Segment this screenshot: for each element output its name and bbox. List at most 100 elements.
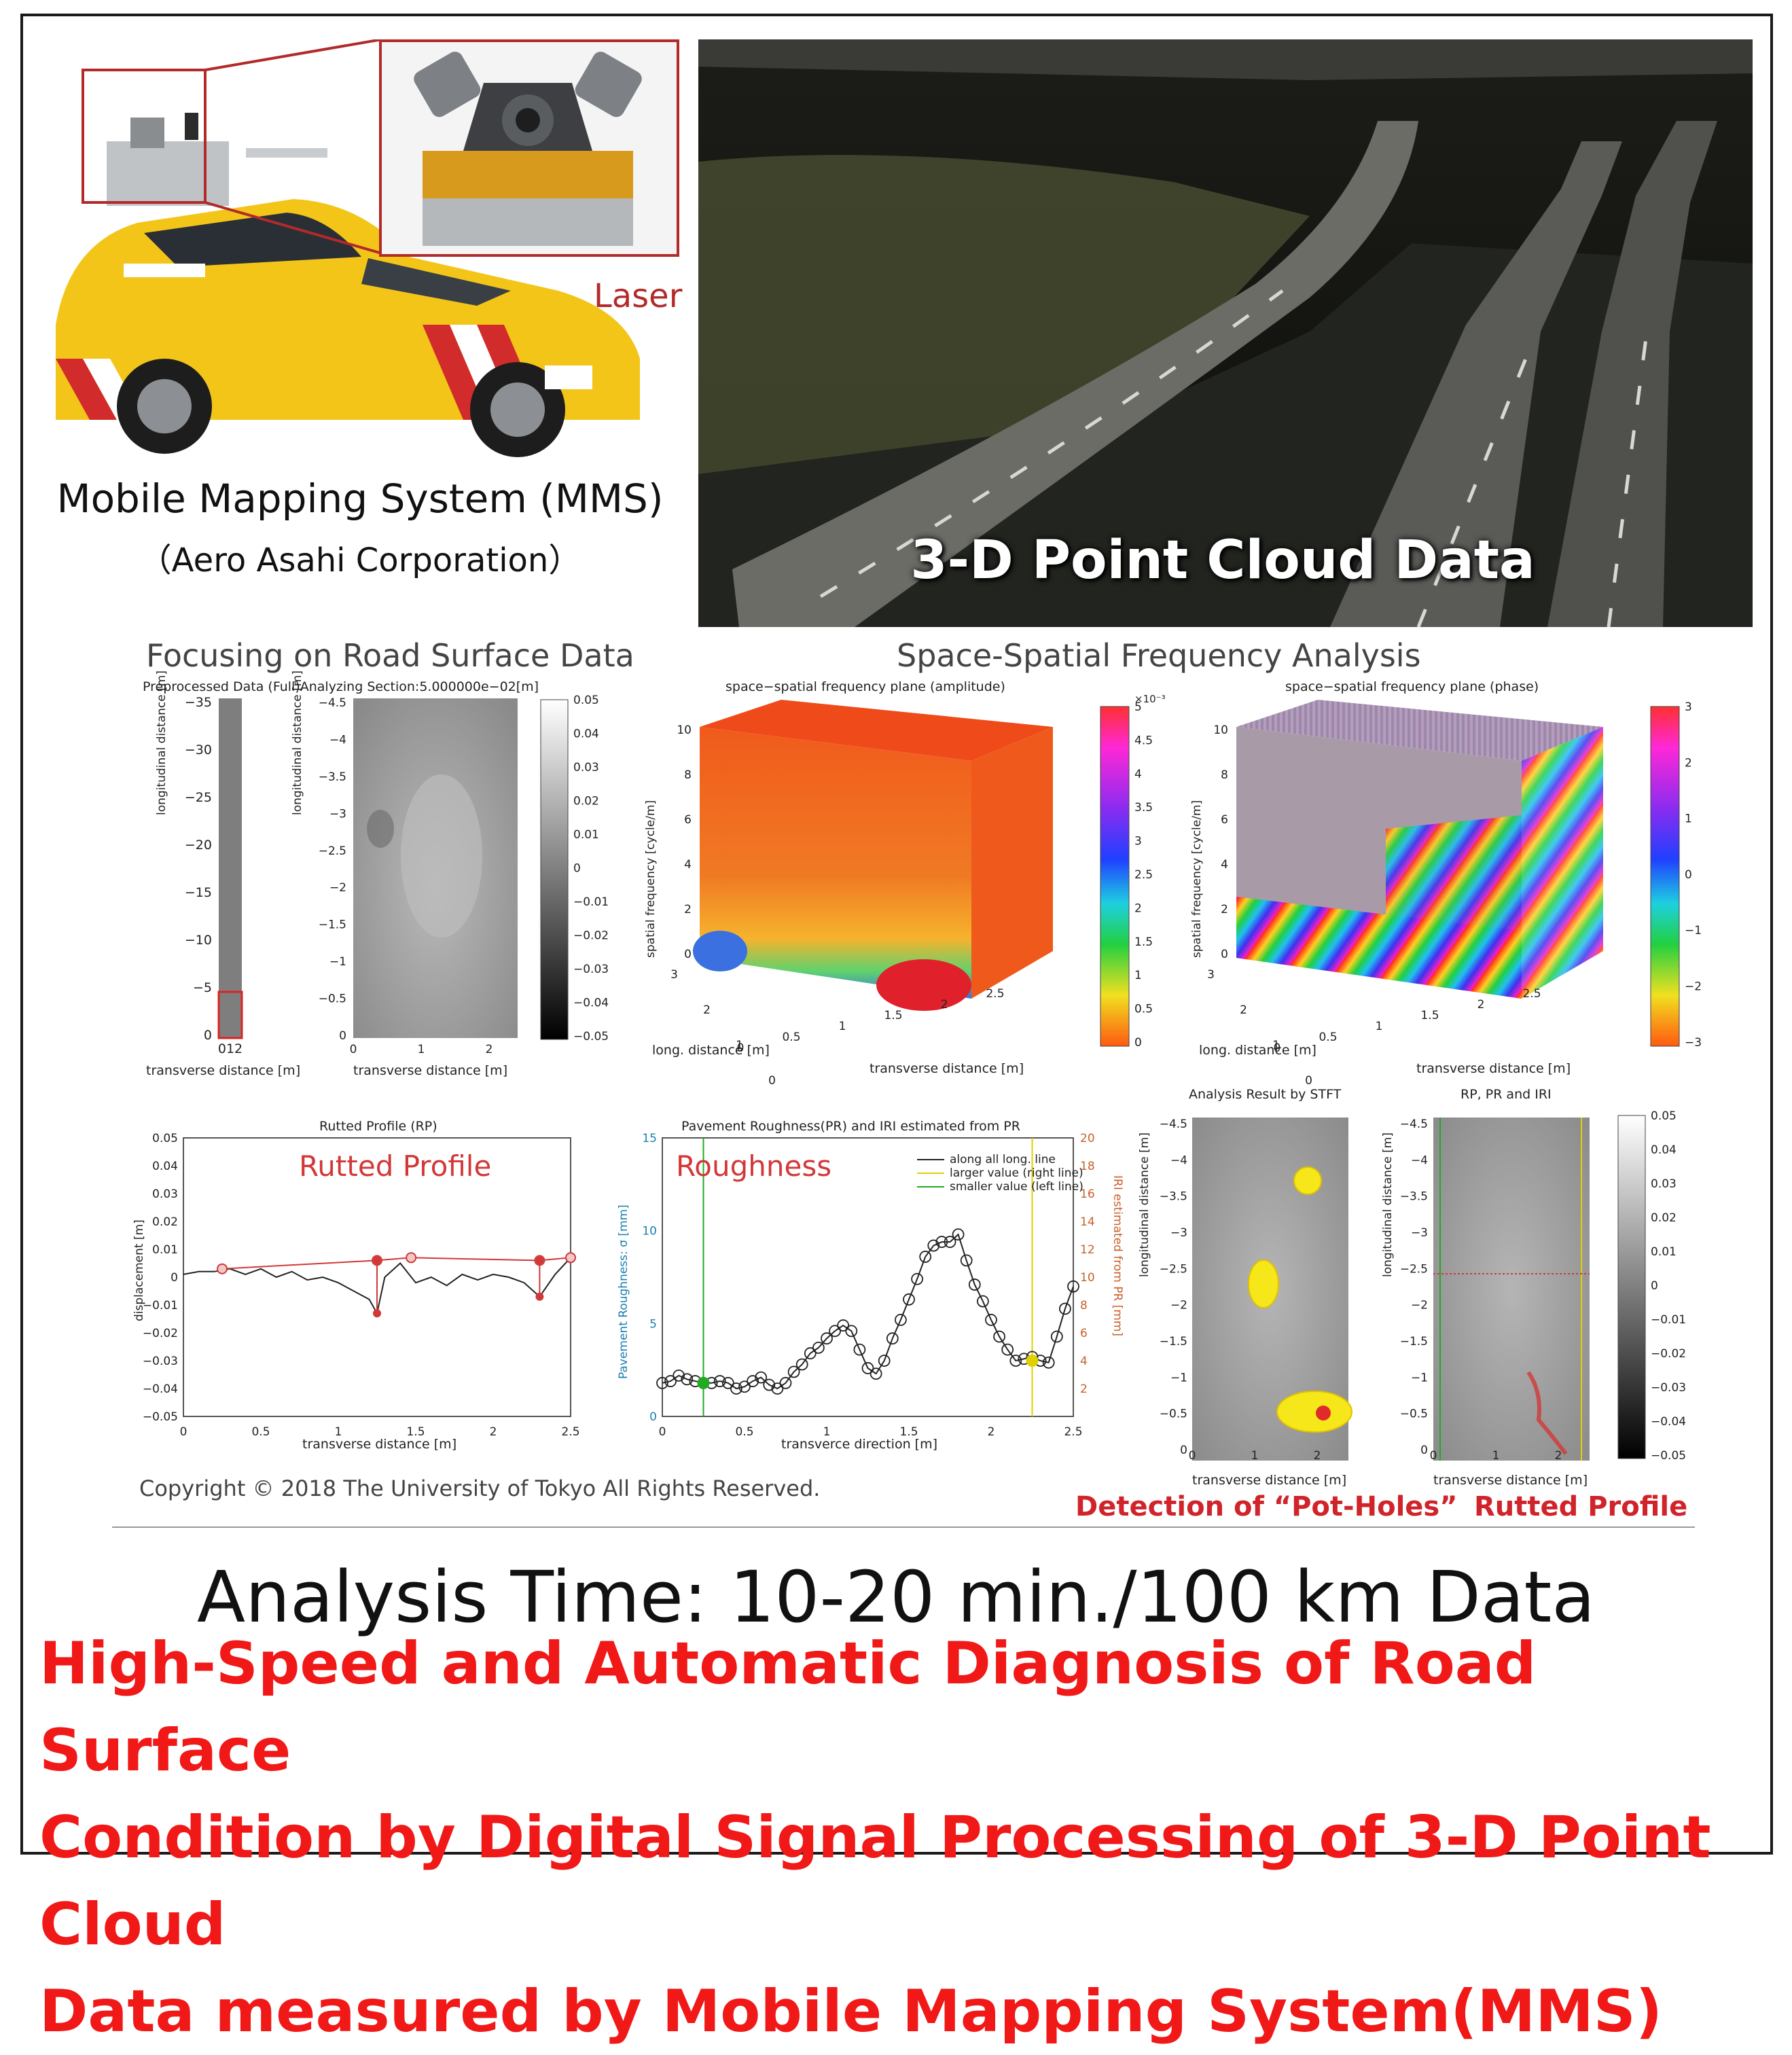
stft-y-tick: 0 [1180, 1444, 1187, 1457]
amp-colorbar-tick: 3 [1134, 835, 1142, 848]
headline-line-2: Condition by Digital Signal Processing o… [39, 1804, 1711, 1959]
roughness-y2-tick: 6 [1080, 1327, 1088, 1340]
roughness-point [1050, 1330, 1063, 1343]
amp-long-tick: 1 [736, 1039, 743, 1052]
roughness-point [664, 1375, 677, 1387]
amp-colorbar-tick: 5 [1134, 700, 1142, 714]
roughness-point [861, 1362, 874, 1374]
stft-transverse-axis: transverse distance [m] [1192, 1473, 1347, 1488]
roughness-y2-tick: 10 [1080, 1271, 1095, 1285]
roughness-y2-tick: 12 [1080, 1243, 1095, 1257]
rutted-y-tick: 0.03 [152, 1187, 178, 1201]
phase-z-tick: 0 [1221, 948, 1228, 961]
roughness-y2-tick: 8 [1080, 1299, 1088, 1312]
amp-trans-tick: 1 [839, 1020, 846, 1033]
laser-scanner-illustration [414, 52, 642, 246]
amplitude-colorbar [1100, 706, 1130, 1047]
pothole-max-marker [1316, 1406, 1331, 1420]
analysis-time: Analysis Time: 10-20 min./100 km Data [196, 1556, 1596, 1639]
roughness-y2-tick: 4 [1080, 1355, 1088, 1368]
amp-trans-tick: 2 [941, 998, 948, 1012]
pothole-detections [1248, 1166, 1352, 1433]
roughness-point [1009, 1355, 1022, 1367]
section-y-tick: −3.5 [319, 770, 346, 784]
stft-y-tick: −0.5 [1160, 1408, 1187, 1421]
rutted-y-tick: 0.01 [152, 1243, 178, 1257]
amp-z-tick: 6 [684, 813, 692, 827]
rp-y-tick: −3.5 [1400, 1190, 1428, 1204]
amp-colorbar-tick: 4.5 [1134, 734, 1153, 747]
amp-transverse-axis: transverse distance [m] [870, 1061, 1024, 1076]
rutted-envelope-point [565, 1252, 576, 1264]
rutted-envelope-point [217, 1263, 228, 1274]
rp-x-tick: 0 [1430, 1449, 1437, 1461]
roughness-point [837, 1319, 850, 1332]
phase-trans-tick: 0 [1274, 1041, 1281, 1055]
full-y-tick: 0 [204, 1028, 212, 1043]
roughness-y2-tick: 20 [1080, 1132, 1095, 1145]
rp-colorbar-tick: 0.01 [1651, 1245, 1677, 1259]
full-y-tick: −15 [185, 885, 212, 900]
phase-colorbar-tick: −3 [1685, 1036, 1702, 1050]
roughness-point [960, 1254, 973, 1267]
amp-trans-tick: 2.5 [986, 987, 1004, 1001]
roughness-point [845, 1325, 858, 1338]
roughness-point [747, 1375, 759, 1387]
rp-longitudinal-axis: longitudinal distance [m] [1381, 1132, 1395, 1277]
phase-colorbar-tick: −1 [1685, 924, 1702, 937]
full-y-tick: −10 [185, 933, 212, 948]
roughness-point [927, 1239, 940, 1252]
roughness-point [656, 1376, 668, 1389]
headline-line-1: High-Speed and Automatic Diagnosis of Ro… [39, 1630, 1537, 1785]
roughness-point [812, 1341, 825, 1354]
roughness-point [713, 1375, 726, 1387]
roughness-point [911, 1272, 924, 1285]
phase-trans-tick: 1 [1376, 1020, 1383, 1033]
roughness-point [1001, 1343, 1014, 1356]
legend-label-left: smaller value (left line) [950, 1180, 1083, 1194]
rutted-envelope-point [406, 1252, 417, 1264]
section-longitudinal-axis: longitudinal distance [m] [291, 671, 304, 815]
full-longitudinal-axis: longitudinal distance [m] [155, 671, 168, 815]
section-transverse-axis: transverse distance [m] [353, 1063, 508, 1078]
amp-colorbar-tick: 4 [1134, 768, 1142, 781]
rut-bottom-point [373, 1309, 381, 1318]
amplitude-exponent: ×10⁻³ [1134, 693, 1166, 705]
rp-colorbar-tick: 0.02 [1651, 1211, 1677, 1225]
roughness-point [771, 1382, 784, 1395]
gray-colorbar-tick: 0.02 [573, 795, 599, 808]
section-y-tick: −0.5 [319, 993, 346, 1006]
roughness-point [763, 1378, 776, 1391]
gray-colorbar-tick: 0 [573, 862, 581, 876]
section-y-tick: −4.5 [319, 696, 346, 710]
roughness-point [804, 1347, 817, 1359]
gray-colorbar-tick: 0.04 [573, 728, 599, 741]
frequency-analysis-section-title: Space-Spatial Frequency Analysis [897, 637, 1421, 674]
roughness-point [779, 1376, 792, 1389]
rutted-y-tick: −0.02 [143, 1327, 178, 1340]
phase-trans-tick: 2 [1477, 998, 1485, 1012]
legend-item-left: smaller value (left line) [917, 1180, 1083, 1194]
section-y-tick: −3 [329, 807, 346, 821]
displacement-axis: displacement [m] [132, 1219, 146, 1321]
roughness-point [681, 1373, 694, 1386]
detection-potholes-label: Detection of “Pot-Holes” [1075, 1491, 1458, 1522]
rp-colorbar-tick: −0.05 [1651, 1449, 1686, 1461]
section-y-tick: −1.5 [319, 918, 346, 932]
rutted-y-tick: −0.04 [143, 1382, 178, 1396]
rp-y-tick: −2 [1411, 1299, 1428, 1312]
roughness-x-tick: 0 [659, 1425, 666, 1439]
full-section-strip [219, 698, 242, 1038]
amp-z-tick: 8 [684, 768, 692, 782]
rp-colorbar-tick: −0.04 [1651, 1415, 1686, 1429]
phase-trans-tick: 1.5 [1420, 1009, 1439, 1022]
roughness-point [878, 1355, 891, 1367]
rp-y-tick: −0.5 [1400, 1408, 1428, 1421]
stft-longitudinal-axis: longitudinal distance [m] [1138, 1132, 1151, 1277]
section-y-tick: 0 [339, 1029, 346, 1043]
full-y-tick: −30 [185, 743, 212, 757]
headline-line-3: Data measured by Mobile Mapping System(M… [39, 1978, 1663, 2045]
roughness-point [894, 1313, 907, 1326]
roughness-y-tick: 10 [642, 1225, 657, 1238]
rp-colorbar [1617, 1115, 1646, 1459]
